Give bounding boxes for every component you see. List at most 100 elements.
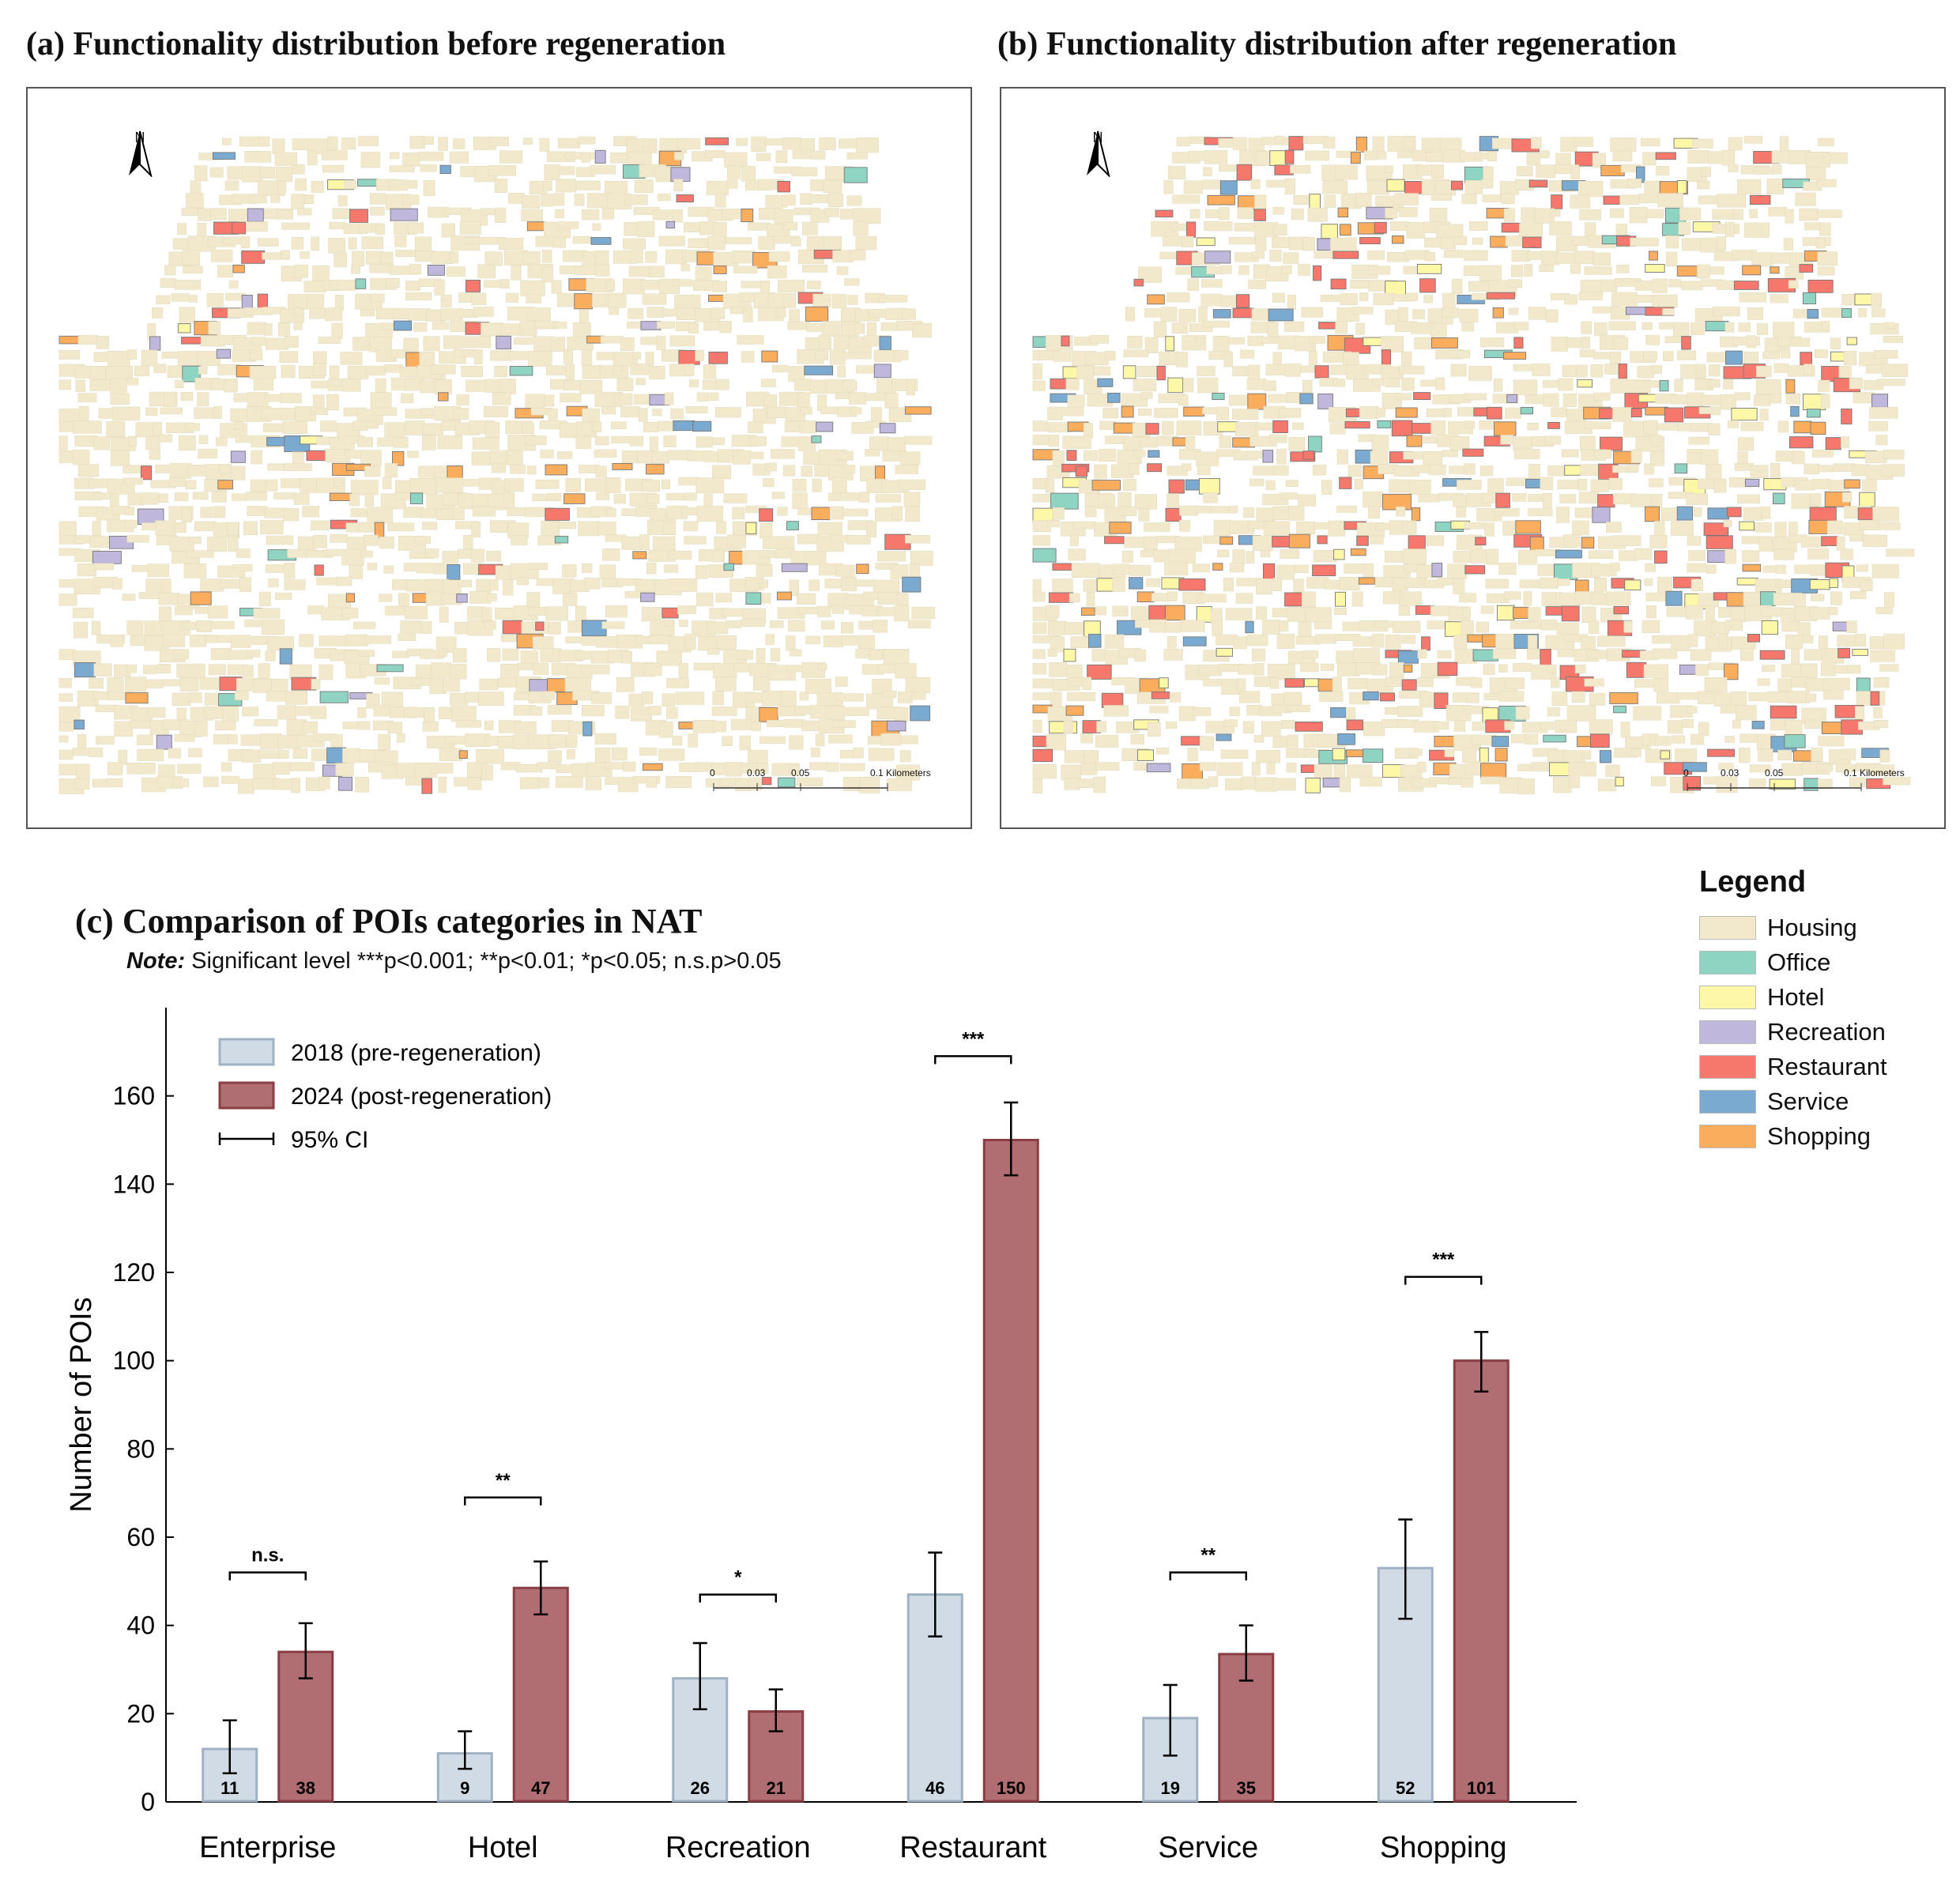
building-block bbox=[1344, 421, 1370, 429]
building-block bbox=[1686, 605, 1704, 620]
building-block bbox=[1480, 337, 1504, 348]
building-block bbox=[164, 265, 176, 276]
building-block bbox=[1118, 506, 1137, 517]
building-block bbox=[294, 264, 308, 278]
building-block bbox=[1330, 278, 1347, 290]
building-block bbox=[1032, 649, 1046, 659]
building-block bbox=[855, 236, 877, 251]
building-block bbox=[1276, 633, 1295, 649]
building-block bbox=[124, 519, 138, 529]
building-block bbox=[1777, 749, 1792, 761]
building-block bbox=[463, 534, 473, 550]
building-block bbox=[1654, 521, 1665, 537]
building-block bbox=[198, 208, 213, 221]
building-block bbox=[420, 164, 437, 172]
building-block bbox=[1570, 264, 1581, 274]
building-block bbox=[842, 465, 856, 473]
building-block bbox=[1574, 137, 1593, 147]
building-block bbox=[389, 165, 415, 172]
building-block bbox=[92, 551, 122, 564]
building-block bbox=[1281, 265, 1292, 274]
building-block bbox=[370, 392, 392, 409]
building-block bbox=[174, 280, 202, 290]
building-block bbox=[1501, 193, 1515, 204]
building-block bbox=[684, 364, 695, 376]
building-block bbox=[1248, 279, 1266, 289]
building-block bbox=[331, 322, 343, 339]
building-block bbox=[243, 665, 254, 678]
building-block bbox=[456, 394, 469, 405]
building-block bbox=[1547, 421, 1560, 429]
building-block bbox=[93, 492, 111, 500]
building-block bbox=[805, 635, 821, 645]
building-block bbox=[1247, 335, 1265, 346]
building-block bbox=[453, 138, 466, 149]
building-block bbox=[1416, 263, 1442, 274]
building-block bbox=[1069, 593, 1080, 603]
building-block bbox=[1657, 692, 1680, 704]
building-block bbox=[801, 221, 818, 236]
building-block bbox=[1547, 665, 1557, 673]
building-block bbox=[1235, 593, 1253, 604]
building-block bbox=[439, 606, 449, 623]
building-block bbox=[349, 565, 363, 579]
building-block bbox=[1178, 706, 1196, 722]
building-block bbox=[1630, 449, 1642, 463]
building-block bbox=[790, 238, 801, 247]
building-block bbox=[73, 420, 102, 434]
building-block bbox=[1444, 748, 1455, 757]
building-block bbox=[652, 409, 662, 416]
building-block bbox=[1032, 380, 1046, 391]
scale-label-0: 0 bbox=[1683, 767, 1689, 778]
building-block bbox=[1164, 562, 1189, 576]
building-block bbox=[279, 351, 299, 364]
building-block bbox=[1196, 505, 1212, 514]
chart-legend-ci-label: 95% CI bbox=[291, 1127, 368, 1153]
building-block bbox=[278, 750, 289, 759]
building-block bbox=[409, 264, 421, 274]
building-block bbox=[902, 308, 917, 320]
building-block bbox=[1498, 691, 1525, 702]
building-block bbox=[1138, 508, 1150, 522]
building-block bbox=[1129, 463, 1140, 475]
building-block bbox=[1818, 379, 1830, 392]
building-block bbox=[481, 764, 493, 781]
building-block bbox=[1883, 633, 1905, 650]
significance-label: *** bbox=[962, 1028, 985, 1050]
building-block bbox=[1423, 450, 1443, 466]
building-block bbox=[177, 323, 191, 334]
building-block bbox=[783, 718, 805, 728]
building-block bbox=[1272, 778, 1296, 791]
building-block bbox=[1756, 365, 1772, 378]
building-block bbox=[1810, 493, 1822, 507]
building-block bbox=[1705, 605, 1715, 622]
building-block bbox=[1758, 748, 1773, 762]
building-block bbox=[206, 292, 224, 307]
building-block bbox=[1646, 605, 1657, 619]
building-block bbox=[1081, 607, 1095, 616]
building-block bbox=[1476, 621, 1489, 633]
building-block bbox=[1543, 734, 1566, 743]
building-block bbox=[1202, 407, 1218, 415]
building-block bbox=[520, 280, 545, 296]
building-block bbox=[707, 621, 729, 635]
building-block bbox=[1566, 705, 1596, 722]
building-block bbox=[450, 706, 477, 722]
building-block bbox=[878, 295, 908, 303]
building-block bbox=[1633, 706, 1662, 721]
building-block bbox=[1660, 507, 1679, 522]
building-block bbox=[1283, 252, 1299, 264]
building-block bbox=[1504, 721, 1515, 730]
building-block bbox=[140, 465, 153, 481]
building-block bbox=[383, 565, 394, 574]
building-block bbox=[1386, 179, 1405, 192]
building-block bbox=[513, 337, 533, 345]
building-block bbox=[612, 365, 622, 376]
building-block bbox=[260, 519, 284, 534]
building-block bbox=[409, 477, 438, 495]
building-block bbox=[777, 180, 790, 193]
building-block bbox=[458, 579, 473, 588]
building-block bbox=[673, 279, 693, 287]
building-block bbox=[263, 323, 273, 336]
building-block bbox=[1599, 750, 1611, 763]
